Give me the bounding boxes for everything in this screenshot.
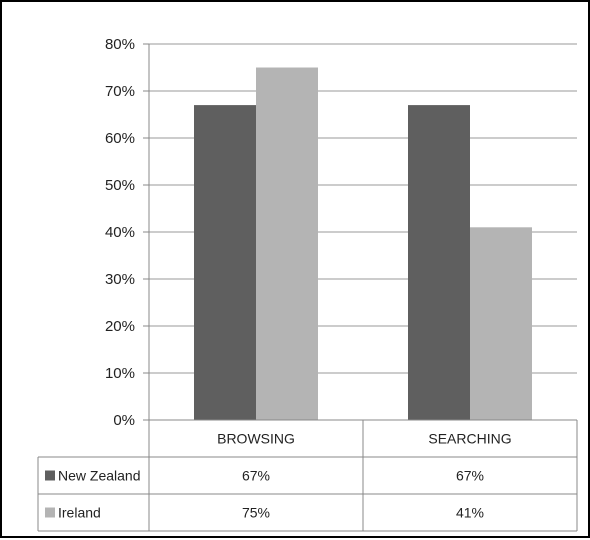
- legend-key: [45, 470, 55, 481]
- y-tick-label: 10%: [105, 365, 135, 382]
- bar-new-zealand-searching: [408, 105, 470, 420]
- y-tick-label: 70%: [105, 83, 135, 100]
- y-tick-label: 60%: [105, 130, 135, 147]
- y-tick-label: 0%: [113, 412, 135, 429]
- category-label: SEARCHING: [428, 431, 511, 447]
- data-label: 67%: [242, 468, 270, 484]
- data-label: 75%: [242, 505, 270, 521]
- bar-ireland-browsing: [256, 67, 318, 420]
- data-label: 67%: [456, 468, 484, 484]
- y-tick-label: 30%: [105, 271, 135, 288]
- y-tick-label: 40%: [105, 224, 135, 241]
- legend-key: [45, 507, 55, 518]
- y-tick-label: 50%: [105, 177, 135, 194]
- legend-label: Ireland: [58, 505, 101, 521]
- y-tick-label: 80%: [105, 36, 135, 53]
- y-tick-label: 20%: [105, 318, 135, 335]
- bar-ireland-searching: [470, 227, 532, 420]
- data-label: 41%: [456, 505, 484, 521]
- bar-new-zealand-browsing: [194, 105, 256, 420]
- category-label: BROWSING: [217, 431, 295, 447]
- legend-label: New Zealand: [58, 468, 141, 484]
